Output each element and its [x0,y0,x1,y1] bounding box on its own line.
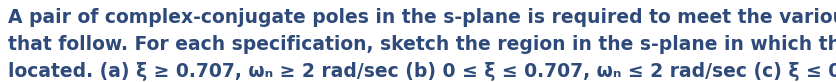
Text: located. (a) ξ ≥ 0.707, ωₙ ≥ 2 rad/sec (b) 0 ≤ ξ ≤ 0.707, ωₙ ≤ 2 rad/sec (c) ξ ≤: located. (a) ξ ≥ 0.707, ωₙ ≥ 2 rad/sec (… [8,62,836,81]
Text: A pair of complex-conjugate poles in the s-plane is required to meet the various: A pair of complex-conjugate poles in the… [8,8,836,27]
Text: that follow. For each specification, sketch the region in the s-plane in which t: that follow. For each specification, ske… [8,35,836,54]
